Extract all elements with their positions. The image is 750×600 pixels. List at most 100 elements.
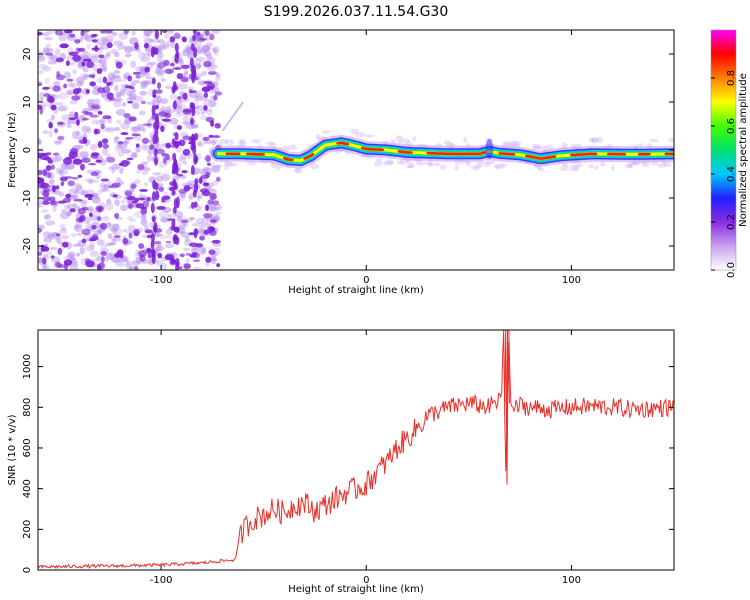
noise-speckle [158,210,169,218]
signal-halo [288,144,298,151]
noise-speckle [42,46,50,55]
noise-blob [173,32,181,40]
noise-speckle [115,177,122,183]
noise-blob [102,86,111,94]
noise-speckle [106,51,112,57]
signal-halo [465,161,471,167]
noise-blob [59,43,69,49]
noise-speckle [89,250,100,257]
noise-blob [141,137,150,145]
noise-speckle [156,175,164,183]
noise-blob [205,171,211,178]
noise-speckle [57,105,68,112]
noise-speckle [90,179,100,183]
noise-streak [171,86,176,94]
noise-blob [127,75,133,82]
noise-streak [150,46,155,58]
noise-speckle [196,197,201,202]
signal-halo [383,160,388,167]
noise-blob [52,152,60,156]
noise-blob [205,256,212,263]
noise-speckle [48,129,53,138]
noise-speckle [38,187,43,195]
noise-blob [108,97,116,101]
noise-blob [102,115,112,120]
noise-blob [89,236,99,241]
noise-speckle [193,58,203,65]
noise-speckle [194,106,199,110]
ridge-peak [426,151,487,156]
noise-speckle [114,98,123,102]
noise-speckle [58,33,68,42]
noise-blob [146,248,152,254]
noise-speckle [197,195,203,199]
noise-blob [161,152,168,157]
signal-halo [454,161,461,166]
noise-speckle [154,143,165,149]
noise-speckle [114,223,120,229]
noise-blob [169,62,175,67]
noise-speckle [82,126,88,134]
noise-speckle [127,215,134,220]
noise-speckle [38,257,43,264]
noise-speckle [195,217,205,225]
noise-speckle [106,198,112,205]
noise-blob [207,85,214,90]
signal-halo [470,165,476,170]
noise-speckle [161,191,169,195]
noise-streak [189,57,194,67]
noise-speckle [58,169,65,174]
noise-speckle [74,205,81,210]
noise-speckle [115,166,125,171]
noise-speckle [156,70,165,77]
noise-blob [172,67,182,70]
noise-blob [74,39,81,44]
noise-blob [134,265,139,270]
noise-speckle [38,98,44,102]
noise-blob [63,176,74,179]
noise-blob [90,104,101,110]
noise-blob [69,208,76,213]
noise-speckle [63,71,71,79]
signal-halo [594,165,599,171]
colorbar-tick-label: 0.0 [726,262,737,278]
noise-speckle [99,57,107,65]
ridge-peak [360,146,384,152]
noise-speckle [211,165,221,173]
noise-blob [139,188,149,192]
noise-blob [165,153,170,161]
noise-blob [105,81,113,86]
noise-speckle [116,119,122,125]
noise-blob [147,252,152,259]
noise-blob [106,156,116,163]
noise-blob [157,82,162,90]
noise-speckle [182,161,188,165]
noise-speckle [210,161,215,168]
noise-speckle [141,52,151,59]
noise-speckle [113,95,119,103]
noise-blob [211,200,220,206]
noise-blob [201,190,211,197]
noise-blob [180,76,189,83]
signal-halo [473,164,481,171]
noise-speckle [196,168,206,174]
noise-speckle [184,50,194,54]
noise-blob [39,107,44,115]
signal-halo [532,145,541,150]
ridge-burst [485,139,494,160]
noise-speckle [110,163,119,170]
noise-blob [176,125,183,130]
noise-speckle [179,193,185,202]
signal-halo [416,160,424,166]
noise-speckle [52,205,57,213]
noise-speckle [100,36,108,44]
noise-speckle [140,56,151,63]
noise-speckle [194,95,205,101]
noise-blob [107,185,114,189]
noise-speckle [96,229,102,236]
noise-speckle [155,260,163,267]
noise-blob [38,228,43,234]
noise-blob [148,144,155,150]
signal-halo [427,162,435,168]
noise-streak [151,215,156,223]
